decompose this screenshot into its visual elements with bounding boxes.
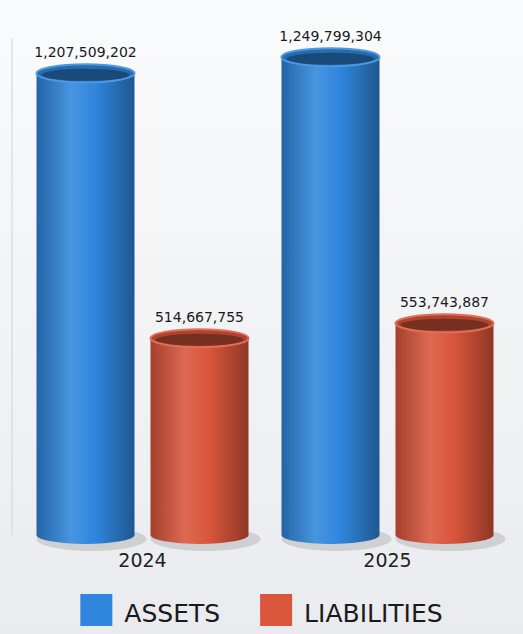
background <box>0 0 523 634</box>
legend-swatch <box>80 594 112 626</box>
data-label: 553,743,887 <box>400 294 489 310</box>
cylinder-inner <box>401 319 489 331</box>
cylinder-top <box>282 48 380 66</box>
legend-swatch <box>260 594 292 626</box>
cylinder-inner <box>156 334 244 346</box>
cylinder-bar <box>151 338 249 544</box>
cylinder-inner <box>42 69 130 81</box>
cylinder-top <box>396 314 494 332</box>
category-label: 2025 <box>363 549 411 571</box>
bars <box>37 48 494 544</box>
data-label: 1,249,799,304 <box>279 28 382 44</box>
data-label: 1,207,509,202 <box>34 44 136 60</box>
cylinder-inner <box>287 53 375 65</box>
legend-label: ASSETS <box>124 599 220 628</box>
cylinder-bar <box>396 323 494 544</box>
data-labels: 1,207,509,202 514,667,755 1,249,799,304 553… <box>34 28 489 325</box>
category-label: 2024 <box>118 549 166 571</box>
value-axis-line <box>12 38 13 535</box>
legend: ASSETS LIABILITIES <box>80 594 442 628</box>
chart: 1,207,509,202 514,667,755 1,249,799,304 553… <box>0 0 523 634</box>
legend-label: LIABILITIES <box>304 599 443 628</box>
cylinder-bar <box>37 73 135 544</box>
cylinder-bar <box>282 57 380 544</box>
cylinder-top <box>37 64 135 82</box>
cylinder-top <box>151 329 249 347</box>
data-label: 514,667,755 <box>155 309 244 325</box>
